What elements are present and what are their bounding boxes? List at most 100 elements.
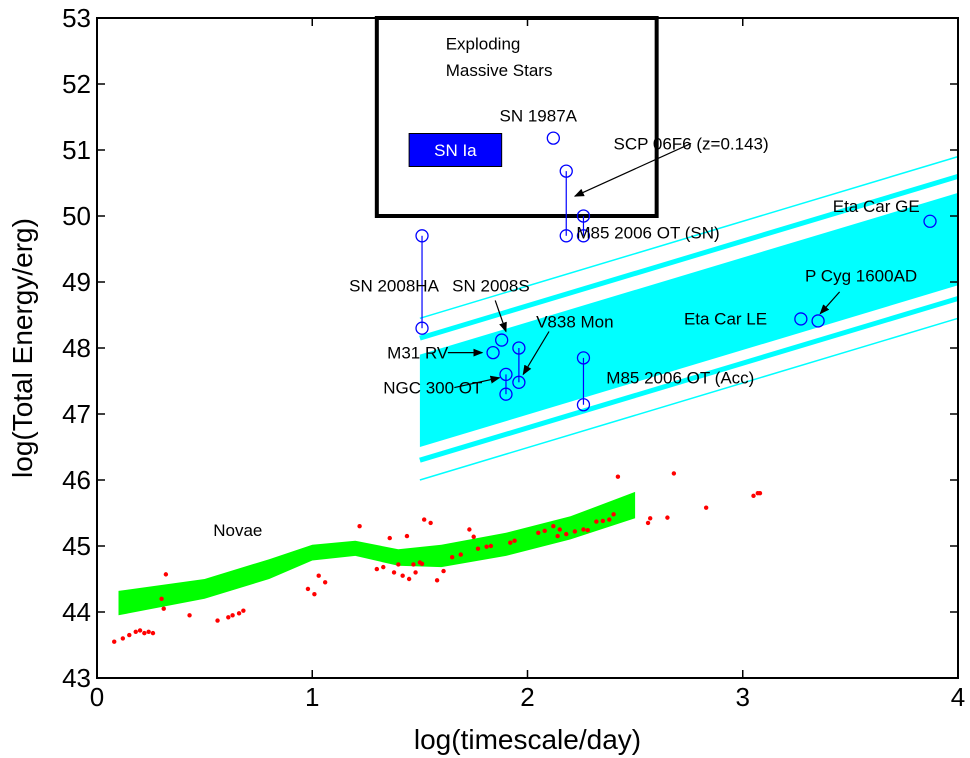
annotation-label: Eta Car LE — [684, 309, 767, 328]
nova-point — [150, 630, 156, 636]
axes-layer: 0 1 2 3 4 43 44 45 46 47 48 49 50 51 52 53 — [62, 3, 965, 712]
transient-marker — [576, 209, 591, 223]
annotation-label: NGC 300 OT — [383, 379, 482, 398]
x-tick-label: 0 — [90, 682, 104, 712]
nova-point — [671, 471, 677, 476]
transient-marker — [546, 131, 560, 145]
nova-point — [419, 561, 425, 567]
y-tick-label: 45 — [62, 531, 91, 561]
nova-point — [312, 591, 317, 597]
nova-point — [396, 562, 401, 567]
nova-point — [564, 531, 569, 537]
nova-point — [551, 524, 556, 529]
nova-point — [411, 562, 416, 567]
novae-band — [118, 491, 636, 616]
lbv-band-line — [419, 155, 959, 320]
annotation-layer: SN 1987A SCP 06F6 (z=0.143) M85 2006 OT (S… — [349, 107, 920, 398]
nova-point — [404, 533, 410, 539]
y-tick-label: 52 — [62, 69, 91, 99]
x-tick-label: 2 — [520, 682, 534, 712]
nova-point — [471, 534, 476, 539]
nova-point — [374, 566, 380, 572]
transient-marker — [923, 214, 937, 228]
nova-point — [488, 543, 494, 549]
nova-point — [703, 505, 709, 510]
nova-point — [572, 529, 578, 534]
y-tick-label: 47 — [62, 399, 91, 429]
y-tick-label: 48 — [62, 333, 91, 363]
nova-point — [607, 517, 612, 522]
nova-point — [127, 632, 132, 638]
nova-point — [508, 540, 513, 545]
transient-marker — [415, 229, 429, 243]
transient-marker — [794, 312, 808, 326]
annotation-arrow — [454, 375, 501, 389]
nova-point — [557, 527, 562, 532]
nova-point — [645, 520, 651, 526]
nova-point — [142, 630, 147, 636]
nova-point — [159, 596, 164, 601]
annotation-label: P Cyg 1600AD — [805, 266, 917, 285]
transient-marker — [559, 229, 573, 243]
nova-point — [594, 519, 599, 524]
nova-point — [536, 530, 541, 535]
exploding-label-line2: Massive Stars — [446, 61, 553, 80]
nova-point — [316, 573, 321, 578]
transient-marker — [512, 341, 526, 355]
nova-point — [322, 580, 328, 585]
nova-point — [387, 535, 392, 541]
nova-point — [434, 578, 440, 583]
nova-point — [381, 564, 386, 570]
y-tick-label: 49 — [62, 267, 91, 297]
annotation-label: M85 2006 OT (SN) — [576, 224, 719, 243]
x-tick-label: 3 — [736, 682, 750, 712]
nova-point — [120, 636, 126, 641]
annotation-label: SN 2008S — [452, 276, 530, 295]
nova-point — [161, 606, 166, 611]
nova-point — [458, 552, 463, 557]
x-tick-label: 1 — [305, 682, 319, 712]
nova-point — [600, 518, 606, 524]
novae-label: Novae — [213, 521, 262, 540]
regions-layer: SN Ia Exploding Massive Stars Novae — [118, 16, 959, 616]
x-axis-label: log(timescale/day) — [414, 724, 641, 755]
nova-point — [757, 491, 763, 496]
y-tick-label: 50 — [62, 201, 91, 231]
y-tick-label: 46 — [62, 465, 91, 495]
annotation-arrow — [819, 291, 841, 315]
annotation-arrow — [573, 142, 692, 197]
nova-point — [236, 611, 242, 616]
nova-point — [163, 572, 169, 577]
nova-point — [215, 618, 220, 623]
nova-point — [581, 527, 586, 532]
nova-point — [615, 474, 621, 479]
annotation-label: M85 2006 OT (Acc) — [606, 369, 754, 388]
transient-marker — [576, 229, 591, 243]
nova-point — [428, 520, 433, 526]
nova-point — [751, 493, 756, 499]
nova-point — [112, 639, 117, 644]
nova-point — [611, 512, 616, 517]
transient-marker — [415, 321, 429, 335]
y-tick-label: 44 — [62, 597, 91, 627]
nova-point — [467, 527, 472, 532]
annotation-label: M31 RV — [387, 344, 449, 363]
nova-point — [413, 570, 418, 575]
nova-point — [230, 613, 235, 618]
nova-point — [391, 570, 397, 575]
transient-marker — [495, 333, 509, 347]
nova-point — [421, 517, 427, 522]
transient-marker — [811, 314, 825, 328]
nova-point — [187, 613, 192, 618]
transient-marker — [512, 375, 526, 389]
nova-point — [475, 546, 481, 551]
lbv-band-line — [419, 296, 959, 463]
nova-point — [305, 586, 311, 592]
annotation-label: SCP 06F6 (z=0.143) — [614, 134, 769, 153]
x-tick-label: 4 — [951, 682, 965, 712]
transient-marker — [576, 351, 591, 365]
transient-marker — [486, 345, 500, 360]
nova-point — [555, 533, 560, 539]
nova-point — [241, 608, 246, 613]
